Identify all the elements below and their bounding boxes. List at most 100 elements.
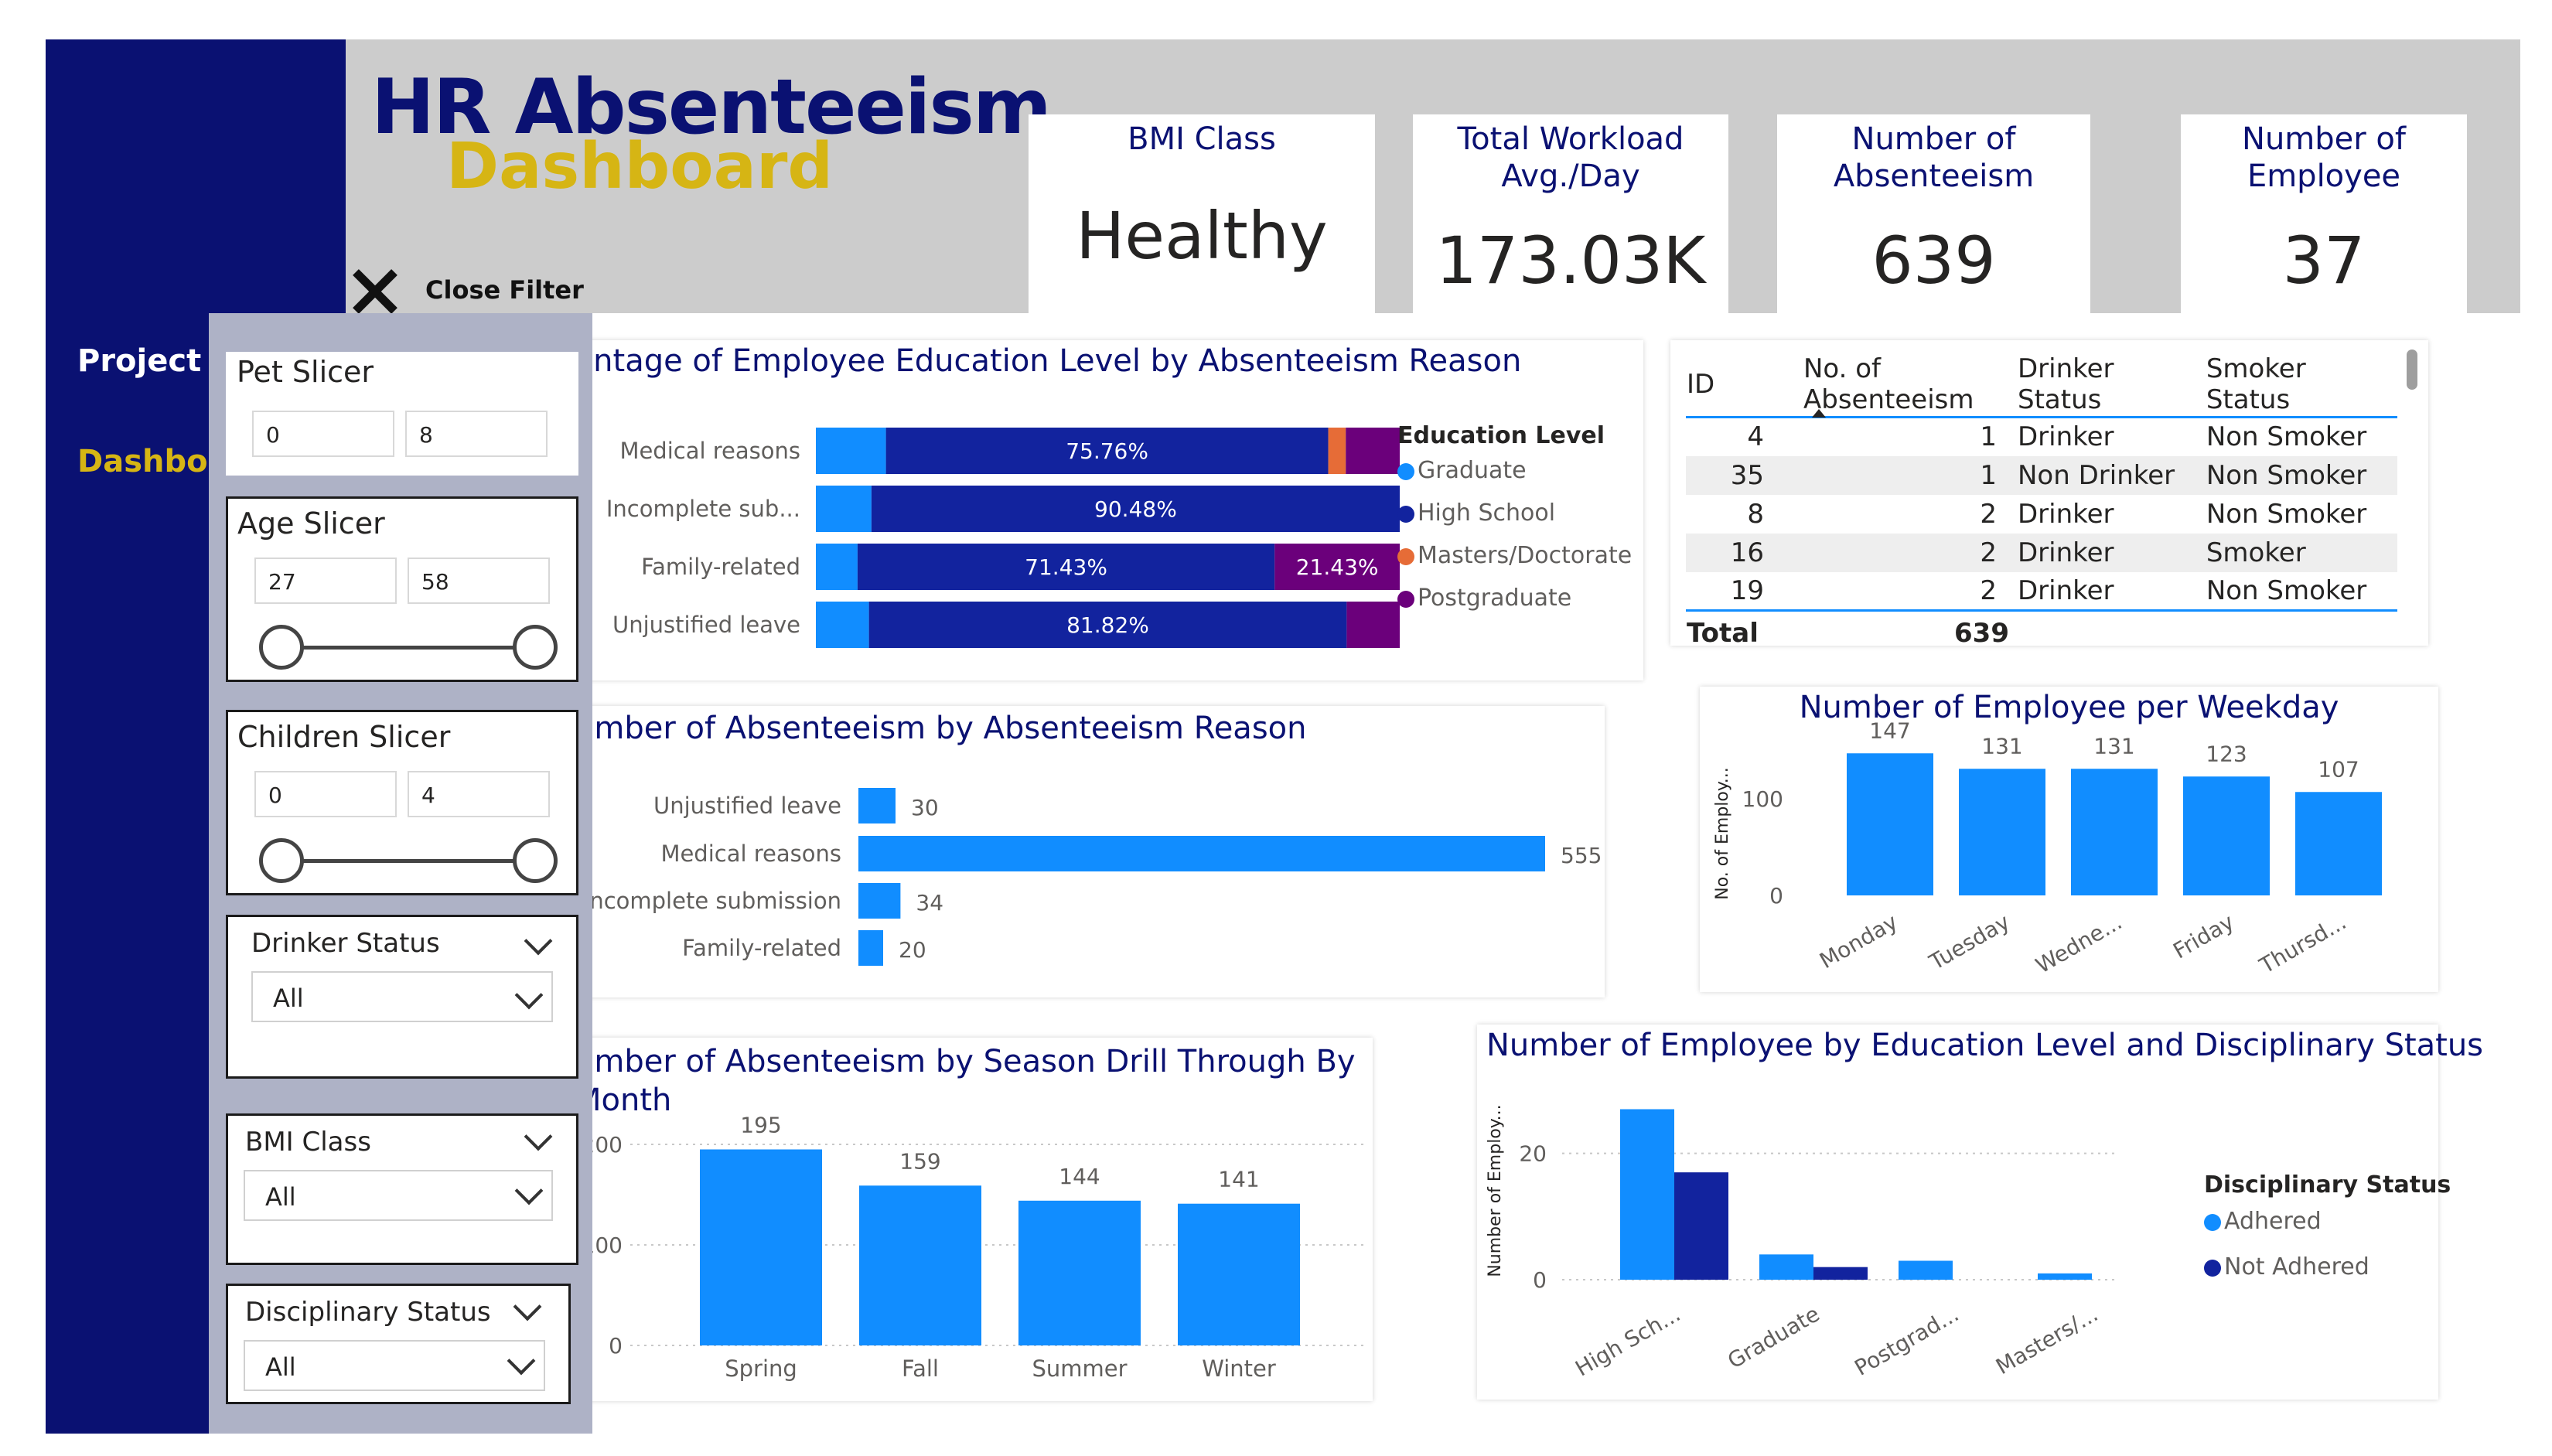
age-slider-max-handle[interactable] — [513, 625, 558, 670]
y-axis-title: Number of Employ... — [1486, 1104, 1505, 1277]
column — [1178, 1203, 1300, 1345]
category-label: Graduate — [1723, 1301, 1824, 1373]
legend-item-not-adhered[interactable]: Not Adhered — [2204, 1253, 2451, 1280]
education-disciplinary-chart[interactable]: Number of Employee by Education Level an… — [1477, 1025, 2483, 1400]
drinker-status-select[interactable]: All — [251, 971, 553, 1022]
category-label: Spring — [725, 1355, 797, 1382]
legend: Education Level Graduate High School Mas… — [1397, 422, 1632, 612]
column-not-adhered — [1674, 1172, 1728, 1280]
education-level-by-reason-chart[interactable]: rcentage of Employee Education Level by … — [545, 340, 1643, 680]
bmi-class-select[interactable]: All — [244, 1170, 553, 1221]
data-label: 90.48% — [1094, 496, 1177, 522]
slicer-title: Age Slicer — [237, 506, 385, 540]
bar-segment — [1346, 428, 1400, 474]
total-value: 639 — [1954, 618, 2009, 650]
column-header-absenteeism[interactable]: No. of Absenteeism — [1803, 353, 2017, 418]
children-min-input[interactable]: 0 — [254, 771, 397, 817]
data-label: 30 — [911, 795, 939, 820]
column — [859, 1185, 981, 1345]
table-cell: 1 — [1980, 459, 1997, 491]
chevron-down-icon[interactable] — [524, 926, 553, 956]
kpi-label: Total Workload Avg./Day — [1457, 121, 1684, 194]
age-slider-track[interactable] — [279, 646, 534, 650]
column — [700, 1149, 822, 1345]
legend-item-postgraduate[interactable]: Postgraduate — [1397, 585, 1632, 612]
disciplinary-status-select[interactable]: All — [244, 1340, 545, 1391]
chevron-down-icon[interactable] — [524, 1122, 553, 1151]
bar-segment — [857, 544, 1275, 590]
kpi-value: Healthy — [1076, 198, 1328, 274]
column-header-id[interactable]: ID — [1687, 369, 1715, 400]
absenteeism-by-reason-chart[interactable]: umber of Absenteeism by Absenteeism Reas… — [545, 706, 1605, 997]
column-plot: No. of Employ... 0 100 147 Monday 131 Tuesday 1… — [1713, 718, 2382, 979]
table-row[interactable]: 16 2 Drinker Smoker — [1686, 533, 2397, 572]
column — [1959, 769, 2045, 895]
bar-segment — [885, 428, 1329, 474]
data-label: 555 — [1561, 843, 1602, 868]
table-cell: Drinker — [2018, 537, 2114, 568]
table-cell: 2 — [1980, 575, 1997, 606]
close-filter-button[interactable]: Close Filter — [425, 275, 584, 305]
column-adhered — [1759, 1254, 1813, 1280]
category-label: Summer — [1032, 1355, 1127, 1382]
legend-item-masters-doctorate[interactable]: Masters/Doctorate — [1397, 542, 1632, 569]
legend-item-high-school[interactable]: High School — [1397, 500, 1632, 527]
data-label: 144 — [1059, 1164, 1100, 1189]
chart-title: umber of Absenteeism by Absenteeism Reas… — [575, 711, 1307, 746]
legend: Disciplinary Status Adhered Not Adhered — [2204, 1171, 2451, 1280]
children-max-input[interactable]: 4 — [408, 771, 550, 817]
table-cell: Smoker — [2206, 537, 2306, 568]
category-label: Unjustified leave — [612, 612, 800, 638]
absenteeism-by-season-chart[interactable]: umber of Absenteeism by Season Drill Thr… — [545, 1038, 1373, 1401]
legend-title: Disciplinary Status — [2204, 1171, 2451, 1199]
legend-title: Education Level — [1397, 422, 1605, 449]
y-axis-title: No. of Employ... — [1713, 767, 1732, 899]
legend-item-graduate[interactable]: Graduate — [1397, 457, 1632, 484]
age-max-input[interactable]: 58 — [408, 558, 550, 604]
employee-table[interactable]: ID No. of Absenteeism Drinker Status Smo… — [1670, 340, 2428, 649]
column — [2183, 776, 2270, 895]
age-slider-min-handle[interactable] — [259, 625, 304, 670]
table-cell: 16 — [1730, 537, 1764, 568]
bar-segment — [816, 602, 869, 648]
table-body: 4 1 Drinker Non Smoker 35 1 Non Drinker Non Smo… — [1686, 418, 2397, 611]
bar — [858, 930, 883, 966]
category-label: Thursd... — [2254, 909, 2350, 979]
table-row[interactable]: 8 2 Drinker Non Smoker — [1686, 495, 2397, 534]
age-min-input[interactable]: 27 — [254, 558, 397, 604]
data-table: ID No. of Absenteeism Drinker Status Smo… — [1686, 353, 2397, 656]
category-label: Monday — [1815, 909, 1902, 974]
table-cell: 8 — [1747, 498, 1764, 530]
category-label: High Sch... — [1571, 1301, 1684, 1381]
pet-slicer: Pet Slicer 0 8 — [226, 352, 578, 476]
legend-item-adhered[interactable]: Adhered — [2204, 1208, 2451, 1235]
column — [1018, 1200, 1141, 1345]
dropdown-title: Disciplinary Status — [245, 1297, 491, 1328]
kpi-card-number-of-absenteeism: Number of Absenteeism 639 — [1777, 114, 2090, 313]
data-label: 107 — [2318, 756, 2359, 782]
close-x-icon[interactable] — [348, 264, 402, 319]
children-slider-max-handle[interactable] — [513, 838, 558, 883]
chart-title: rcentage of Employee Education Level by … — [545, 343, 1522, 379]
table-row[interactable]: 4 1 Drinker Non Smoker — [1686, 418, 2397, 456]
table-scrollbar[interactable] — [2407, 350, 2417, 390]
column-header-smoker[interactable]: Smoker Status — [2206, 353, 2306, 415]
chevron-down-icon[interactable] — [513, 1292, 542, 1321]
kpi-value: 37 — [2282, 223, 2366, 298]
bar-segment — [871, 486, 1400, 532]
column-adhered — [1620, 1109, 1674, 1280]
column-adhered — [2038, 1273, 2092, 1280]
pet-min-input[interactable]: 0 — [252, 411, 394, 457]
children-slider-track[interactable] — [279, 859, 534, 863]
y-tick-label: 0 — [1769, 883, 1783, 909]
column-not-adhered — [1813, 1267, 1868, 1280]
table-cell: Drinker — [2018, 498, 2114, 530]
table-cell: Non Drinker — [2018, 459, 2175, 491]
column-header-drinker[interactable]: Drinker Status — [2018, 353, 2114, 415]
children-slider-min-handle[interactable] — [259, 838, 304, 883]
employee-per-weekday-chart[interactable]: Number of Employee per Weekday No. of Em… — [1700, 687, 2438, 992]
table-row[interactable]: 35 1 Non Drinker Non Smoker — [1686, 455, 2397, 495]
pet-max-input[interactable]: 8 — [405, 411, 548, 457]
table-row[interactable]: 19 2 Drinker Non Smoker — [1686, 572, 2397, 611]
bar — [858, 788, 896, 823]
